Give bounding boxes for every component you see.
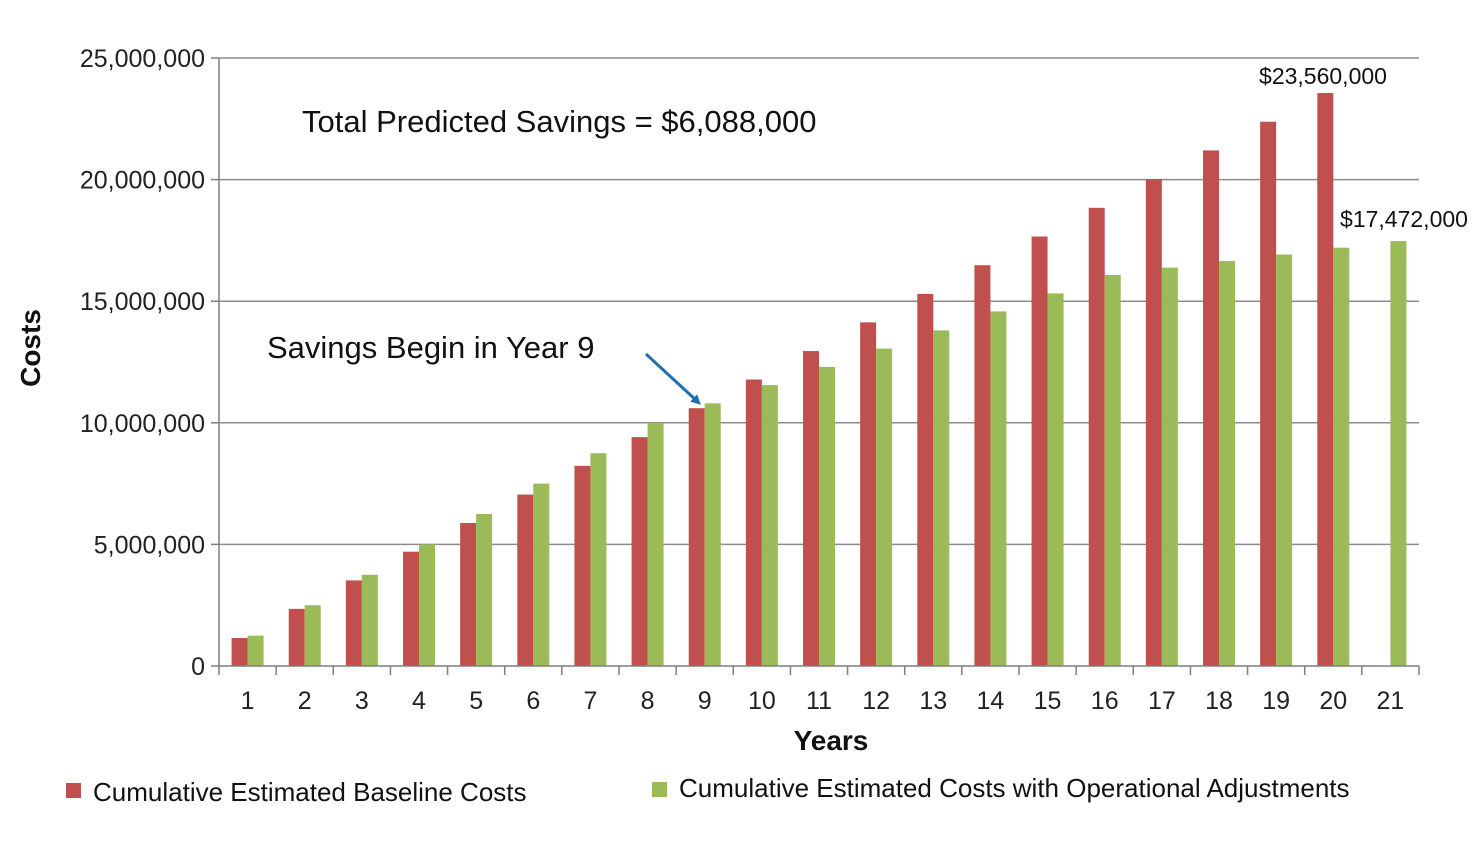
x-tick-label: 5 — [469, 687, 483, 715]
bar-adjusted-year-3 — [361, 574, 378, 666]
bar-adjusted-year-8 — [647, 422, 664, 666]
bar-baseline-year-14 — [974, 265, 991, 666]
x-tick-label: 8 — [641, 687, 655, 715]
bar-adjusted-year-2 — [304, 605, 321, 666]
x-axis-title: Years — [794, 725, 869, 756]
bar-adjusted-year-17 — [1161, 267, 1178, 666]
y-axis-title: Costs — [15, 309, 46, 387]
bar-baseline-year-2 — [288, 608, 305, 666]
y-tick-label: 5,000,000 — [94, 531, 205, 559]
legend-label-baseline: Cumulative Estimated Baseline Costs — [93, 777, 527, 807]
x-tick-label: 1 — [241, 687, 255, 715]
legend-swatch-adjusted — [652, 782, 667, 797]
x-tick-label: 15 — [1034, 687, 1062, 715]
bar-baseline-year-12 — [860, 322, 877, 666]
adjusted-final-value-label: $17,472,000 — [1340, 206, 1468, 232]
savings-begin-arrow — [644, 352, 701, 405]
bar-baseline-year-8 — [631, 437, 648, 666]
x-tick-label: 14 — [977, 687, 1005, 715]
x-tick-label: 10 — [748, 687, 776, 715]
y-tick-label: 0 — [191, 653, 205, 681]
x-tick-label: 21 — [1377, 687, 1405, 715]
x-tick-label: 9 — [698, 687, 712, 715]
x-tick-label: 3 — [355, 687, 369, 715]
bar-baseline-year-13 — [917, 293, 934, 666]
bar-adjusted-year-4 — [419, 544, 435, 666]
bar-adjusted-year-7 — [590, 453, 607, 666]
total-savings-annotation: Total Predicted Savings = $6,088,000 — [302, 104, 816, 139]
bar-baseline-year-18 — [1203, 150, 1219, 666]
x-tick-label: 11 — [806, 687, 832, 715]
x-tick-label: 4 — [412, 687, 426, 715]
x-tick-label: 12 — [862, 687, 890, 715]
bar-adjusted-year-5 — [476, 514, 493, 666]
legend: Cumulative Estimated Baseline Costs Cumu… — [66, 773, 1350, 807]
x-tick-label: 7 — [583, 687, 597, 715]
bar-adjusted-year-20 — [1333, 247, 1350, 667]
legend-swatch-baseline — [66, 783, 81, 798]
x-tick-label: 13 — [919, 687, 947, 715]
savings-begin-annotation: Savings Begin in Year 9 — [267, 330, 594, 365]
x-tick-label: 16 — [1091, 687, 1119, 715]
x-tick-label: 6 — [526, 687, 540, 715]
bar-adjusted-year-13 — [933, 330, 950, 666]
bar-adjusted-year-11 — [819, 366, 835, 666]
y-tick-label: 10,000,000 — [80, 410, 205, 438]
bar-baseline-year-4 — [403, 551, 419, 666]
bar-adjusted-year-12 — [876, 348, 893, 666]
y-tick-label: 15,000,000 — [80, 288, 205, 316]
bar-baseline-year-6 — [517, 494, 534, 666]
y-tick-label: 20,000,000 — [80, 167, 205, 195]
x-tick-label: 17 — [1148, 687, 1176, 715]
bar-adjusted-year-15 — [1047, 293, 1064, 666]
bar-adjusted-year-21 — [1390, 241, 1407, 666]
baseline-final-value-label: $23,560,000 — [1259, 63, 1387, 89]
y-tick-label: 25,000,000 — [80, 45, 205, 73]
bar-baseline-year-3 — [345, 580, 362, 666]
bar-baseline-year-15 — [1031, 236, 1048, 667]
x-tick-label: 2 — [298, 687, 312, 715]
x-tick-label: 19 — [1262, 687, 1290, 715]
bar-adjusted-year-10 — [761, 385, 778, 666]
bar-baseline-year-16 — [1088, 207, 1105, 666]
bar-adjusted-year-6 — [533, 483, 550, 666]
bar-adjusted-year-1 — [247, 635, 264, 666]
bar-adjusted-year-14 — [990, 311, 1007, 666]
legend-label-adjusted: Cumulative Estimated Costs with Operatio… — [679, 773, 1350, 803]
bar-baseline-year-1 — [231, 638, 248, 666]
bars — [231, 93, 1407, 667]
bar-baseline-year-7 — [574, 465, 591, 666]
bar-baseline-year-5 — [460, 522, 477, 666]
bar-baseline-year-9 — [688, 408, 705, 666]
bar-baseline-year-20 — [1317, 93, 1334, 666]
axes: 0 5,000,000 10,000,000 15,000,000 20,000,000… — [80, 45, 1420, 715]
bar-adjusted-year-9 — [704, 403, 721, 666]
bar-adjusted-year-16 — [1104, 274, 1121, 666]
bar-adjusted-year-19 — [1276, 254, 1293, 666]
bar-adjusted-year-18 — [1219, 261, 1235, 666]
bar-baseline-year-19 — [1260, 121, 1277, 667]
bar-baseline-year-10 — [745, 379, 762, 666]
x-tick-label: 18 — [1205, 687, 1233, 715]
bar-baseline-year-11 — [803, 351, 819, 666]
bar-baseline-year-17 — [1145, 179, 1162, 667]
x-tick-label: 20 — [1319, 687, 1347, 715]
